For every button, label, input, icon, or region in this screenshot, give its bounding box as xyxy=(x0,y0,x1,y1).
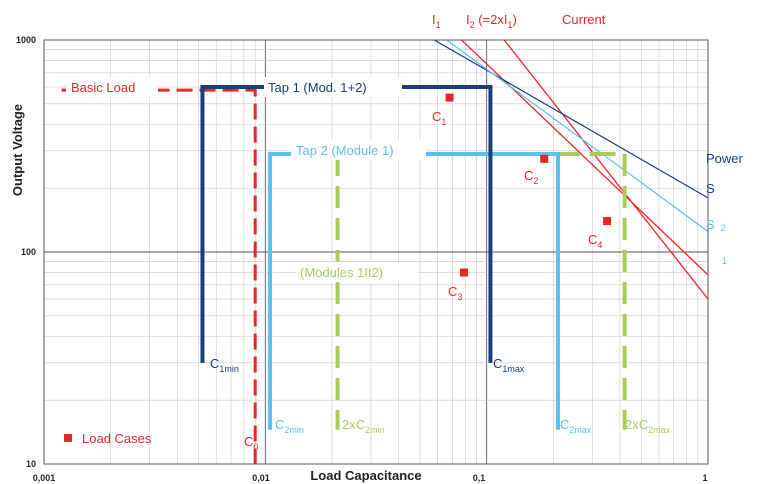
label-tap1: Tap 1 (Mod. 1+2) xyxy=(268,80,367,95)
label-c2max: C2max xyxy=(560,417,592,435)
label-c1min: C1min xyxy=(210,356,239,374)
label-I2: I2 (=2xI1) xyxy=(466,12,517,30)
x-tick-001: 0,01 xyxy=(252,473,270,483)
plot-frame xyxy=(43,39,709,465)
tap2-bg xyxy=(291,140,426,160)
label-2xc2max: 2xC2max xyxy=(625,417,671,435)
label-c0: C0 xyxy=(244,434,258,452)
y-tick-labels: 1000 100 10 xyxy=(16,35,36,469)
power-line-s2 xyxy=(446,40,708,232)
label-C2: C2 xyxy=(524,168,538,186)
load-case-point-c3 xyxy=(460,268,469,277)
label-C3: C3 xyxy=(448,284,462,302)
tap1-profile xyxy=(200,85,493,363)
x-tick-labels: 0,001 0,01 0,1 1 xyxy=(33,473,708,483)
tap2-profile xyxy=(268,151,560,430)
label-tap2: Tap 2 (Module 1) xyxy=(296,143,394,158)
current-line-i1 xyxy=(461,40,708,276)
load-case-points xyxy=(445,93,612,277)
label-I1: I1 xyxy=(432,12,441,30)
legend-load-cases: Load Cases xyxy=(82,431,152,446)
y-axis-title: Output Voltage xyxy=(10,104,25,196)
y-tick-1000: 1000 xyxy=(16,35,36,45)
point-labels: C1 C2 C3 C4 xyxy=(432,109,602,302)
x-tick-01: 0,1 xyxy=(473,473,486,483)
current-labels: I1 I2 (=2xI1) Current xyxy=(432,12,606,30)
legend-marker xyxy=(64,434,72,442)
label-S2-sub: 1 xyxy=(722,256,727,266)
y-tick-100: 100 xyxy=(21,247,36,257)
x-tick-0001: 0,001 xyxy=(33,473,56,483)
load-case-point-c1 xyxy=(445,93,454,102)
label-C1: C1 xyxy=(432,109,446,127)
load-case-point-c2 xyxy=(540,154,549,163)
label-2xc2min: 2xC2min xyxy=(342,417,385,435)
x-tick-1: 1 xyxy=(702,473,707,483)
grid xyxy=(43,40,708,465)
basic-load-bg xyxy=(66,77,158,97)
label-modules: (Modules 1II2) xyxy=(300,265,383,280)
legend: Load Cases xyxy=(64,431,152,446)
diagonal-lines xyxy=(434,40,708,300)
current-line-i2 xyxy=(503,40,708,300)
power-line-s1 xyxy=(434,40,708,199)
modules-bg xyxy=(296,262,418,282)
basic-load-profile xyxy=(61,88,257,464)
label-c1max: C1max xyxy=(493,356,525,374)
x-axis-title: Load Capacitance xyxy=(310,468,421,483)
label-basic-load: Basic Load xyxy=(71,80,135,95)
label-power: Power xyxy=(706,151,744,166)
label-S1: S xyxy=(706,181,715,196)
y-tick-10: 10 xyxy=(26,459,36,469)
load-case-point-c4 xyxy=(603,217,612,226)
label-current: Current xyxy=(562,12,606,27)
tap1-bg xyxy=(264,77,402,97)
label-C4: C4 xyxy=(588,232,602,250)
label-c2min: C2min xyxy=(275,417,304,435)
